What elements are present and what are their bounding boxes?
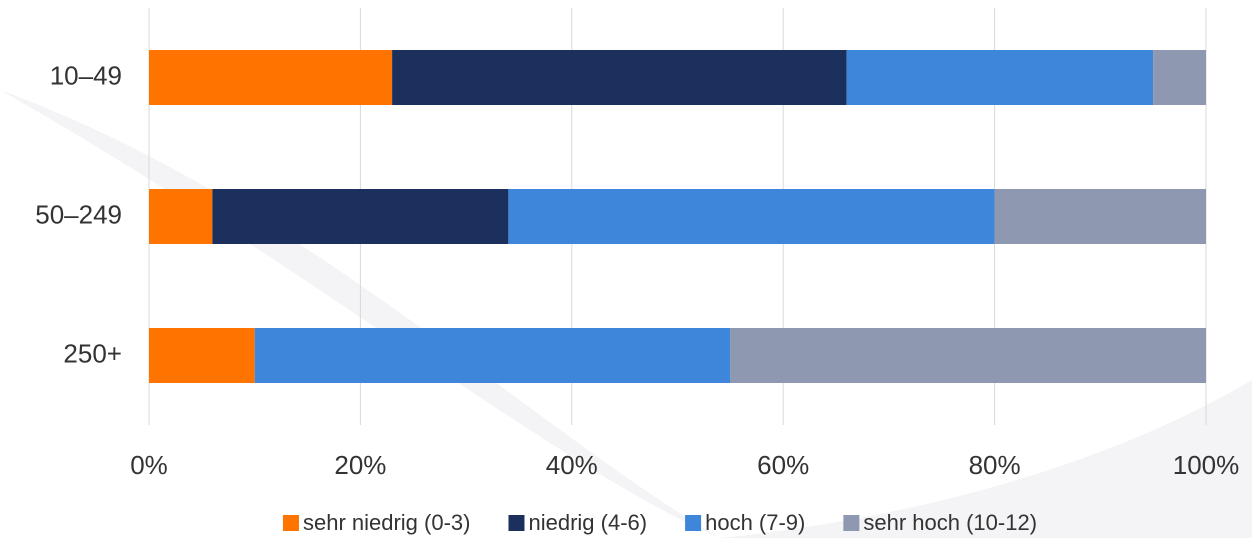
- legend-swatch: [685, 515, 702, 531]
- legend-swatch: [282, 515, 299, 531]
- bar-segment: [149, 189, 213, 244]
- y-tick-label: 10–49: [50, 60, 122, 90]
- x-tick-label: 0%: [130, 450, 168, 480]
- background-swoosh: [0, 90, 1252, 538]
- x-tick-label: 80%: [969, 450, 1021, 480]
- bar-segment: [1153, 50, 1206, 105]
- bar-segment: [212, 189, 509, 244]
- x-tick-label: 20%: [334, 450, 386, 480]
- legend-label: sehr hoch (10-12): [863, 510, 1037, 535]
- legend-swatch: [508, 515, 525, 531]
- bar-segment: [254, 328, 731, 383]
- legend-label: niedrig (4-6): [528, 510, 647, 535]
- y-tick-label: 250+: [63, 338, 122, 368]
- y-tick-label: 50–249: [35, 199, 122, 229]
- bar-segment: [149, 50, 393, 105]
- x-tick-label: 40%: [546, 450, 598, 480]
- bar-segment: [508, 189, 995, 244]
- bar-segment: [730, 328, 1206, 383]
- legend-label: sehr niedrig (0-3): [303, 510, 471, 535]
- bar-segment: [149, 328, 255, 383]
- bar-segment: [994, 189, 1206, 244]
- x-tick-label: 60%: [757, 450, 809, 480]
- bar-segment: [392, 50, 847, 105]
- bar-segment: [846, 50, 1154, 105]
- legend-swatch: [843, 515, 860, 531]
- legend-label: hoch (7-9): [705, 510, 805, 535]
- x-tick-label: 100%: [1173, 450, 1240, 480]
